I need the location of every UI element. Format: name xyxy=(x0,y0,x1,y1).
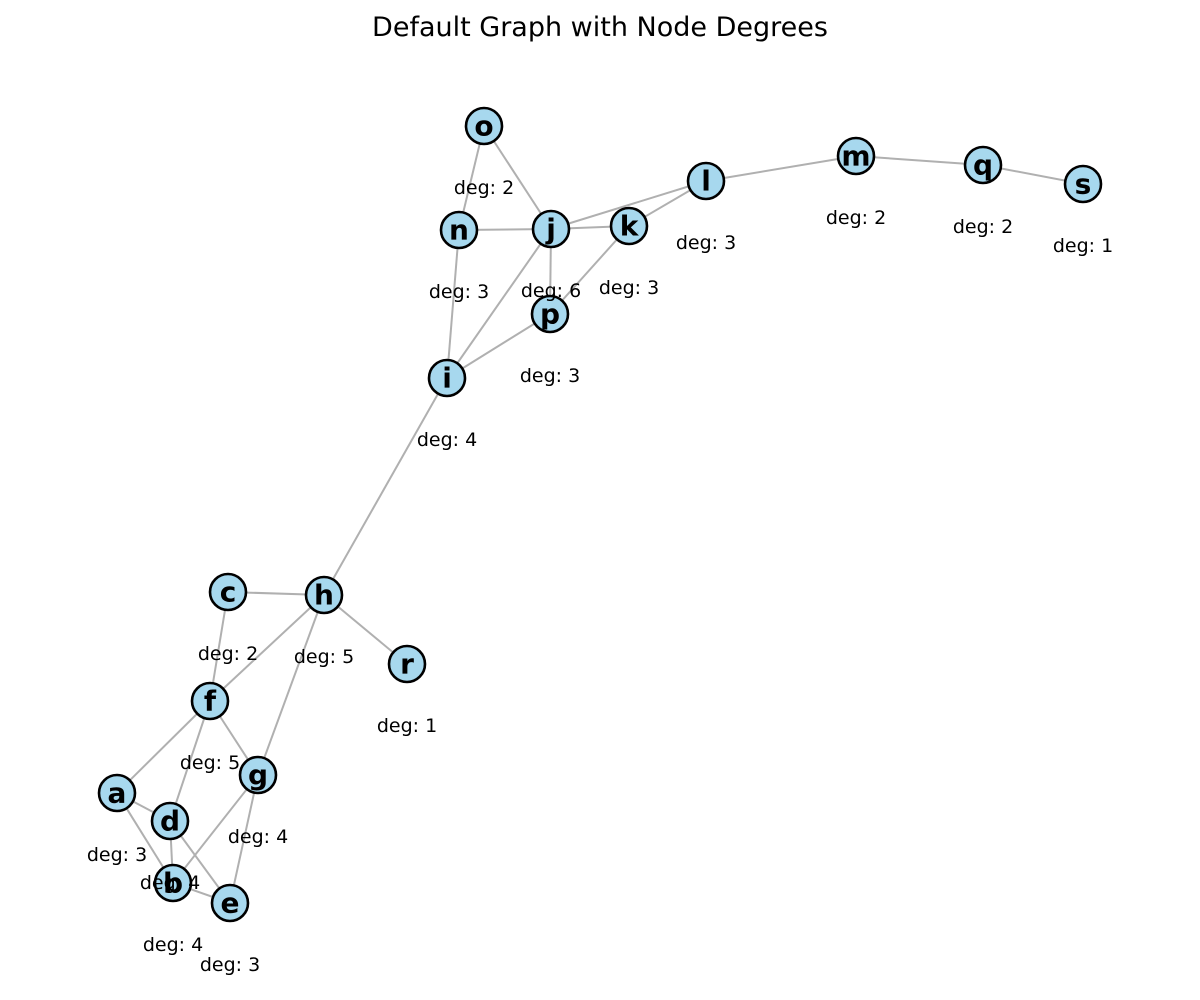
node-d: d xyxy=(150,801,190,841)
node-j: j xyxy=(531,209,571,249)
node-circle-r xyxy=(387,644,427,684)
node-b: b xyxy=(153,863,193,903)
node-r: r xyxy=(387,644,427,684)
node-circle-d xyxy=(150,801,190,841)
degree-label-m: deg: 2 xyxy=(826,207,886,229)
node-label-r: r xyxy=(400,648,414,681)
node-label-q: q xyxy=(973,149,993,182)
degree-label-k: deg: 3 xyxy=(599,277,659,299)
node-label-p: p xyxy=(540,298,560,331)
degree-label-q: deg: 2 xyxy=(953,216,1013,238)
edge-a-f xyxy=(116,700,211,794)
node-label-b: b xyxy=(163,867,183,900)
node-i: i xyxy=(427,358,467,398)
edge-j-l xyxy=(550,180,707,230)
edge-f-h xyxy=(209,594,325,702)
edge-d-f xyxy=(169,700,211,822)
edge-g-h xyxy=(257,594,325,776)
edge-k-p xyxy=(549,225,630,315)
node-c: c xyxy=(208,572,248,612)
node-circle-e xyxy=(210,883,250,923)
degree-label-l: deg: 3 xyxy=(676,232,736,254)
edge-h-i xyxy=(323,377,448,596)
node-circle-j xyxy=(531,209,571,249)
node-m: m xyxy=(836,136,876,176)
node-l: l xyxy=(686,161,726,201)
node-circle-f xyxy=(190,681,230,721)
node-circle-p xyxy=(530,294,570,334)
node-circle-a xyxy=(97,773,137,813)
degree-label-n: deg: 3 xyxy=(429,281,489,303)
degree-label-h: deg: 5 xyxy=(294,646,354,668)
node-circle-n xyxy=(439,210,479,250)
node-circle-c xyxy=(208,572,248,612)
graph-title: Default Graph with Node Degrees xyxy=(372,12,828,43)
node-circle-q xyxy=(963,145,1003,185)
node-circle-l xyxy=(686,161,726,201)
degree-label-b: deg: 4 xyxy=(143,934,203,956)
node-label-n: n xyxy=(449,214,469,247)
node-circle-m xyxy=(836,136,876,176)
node-circle-g xyxy=(238,755,278,795)
node-label-m: m xyxy=(841,140,870,173)
node-label-h: h xyxy=(314,579,334,612)
degree-label-g: deg: 4 xyxy=(228,826,288,848)
degree-label-r: deg: 1 xyxy=(377,715,437,737)
node-label-k: k xyxy=(620,210,640,243)
node-circle-k xyxy=(609,206,649,246)
nodes-layer: a b c d e f g h i j k l m n o p q r s xyxy=(97,106,1103,923)
edge-i-n xyxy=(446,229,460,379)
edge-l-m xyxy=(705,155,857,182)
node-a: a xyxy=(97,773,137,813)
node-p: p xyxy=(530,294,570,334)
edge-m-q xyxy=(855,155,984,166)
node-circle-i xyxy=(427,358,467,398)
degree-label-c: deg: 2 xyxy=(198,643,258,665)
degree-label-i: deg: 4 xyxy=(417,429,477,451)
node-label-a: a xyxy=(108,777,127,810)
degree-label-d: deg: 4 xyxy=(140,872,200,894)
edge-i-j xyxy=(446,228,552,379)
node-h: h xyxy=(304,575,344,615)
degree-label-e: deg: 3 xyxy=(200,954,260,976)
node-label-e: e xyxy=(221,887,240,920)
degree-label-s: deg: 1 xyxy=(1053,235,1113,257)
degree-label-j: deg: 6 xyxy=(521,280,581,302)
degree-label-a: deg: 3 xyxy=(87,844,147,866)
node-label-d: d xyxy=(160,805,180,838)
node-e: e xyxy=(210,883,250,923)
node-label-s: s xyxy=(1075,168,1092,201)
node-f: f xyxy=(190,681,230,721)
node-n: n xyxy=(439,210,479,250)
node-circle-o xyxy=(464,106,504,146)
node-o: o xyxy=(464,106,504,146)
node-label-i: i xyxy=(442,362,452,395)
degree-label-o: deg: 2 xyxy=(454,177,514,199)
node-circle-h xyxy=(304,575,344,615)
node-k: k xyxy=(609,206,649,246)
node-label-c: c xyxy=(220,576,237,609)
node-label-o: o xyxy=(474,110,493,143)
edge-e-g xyxy=(229,774,259,904)
node-label-l: l xyxy=(701,165,711,198)
node-circle-b xyxy=(153,863,193,903)
node-q: q xyxy=(963,145,1003,185)
node-g: g xyxy=(238,755,278,795)
node-label-g: g xyxy=(248,759,268,792)
node-s: s xyxy=(1063,164,1103,204)
edge-j-o xyxy=(483,125,552,230)
node-label-f: f xyxy=(204,685,217,718)
node-circle-s xyxy=(1063,164,1103,204)
degree-label-f: deg: 5 xyxy=(180,752,240,774)
edge-i-p xyxy=(446,313,551,379)
node-label-j: j xyxy=(545,213,556,246)
edge-b-g xyxy=(172,774,259,884)
degree-label-p: deg: 3 xyxy=(520,365,580,387)
